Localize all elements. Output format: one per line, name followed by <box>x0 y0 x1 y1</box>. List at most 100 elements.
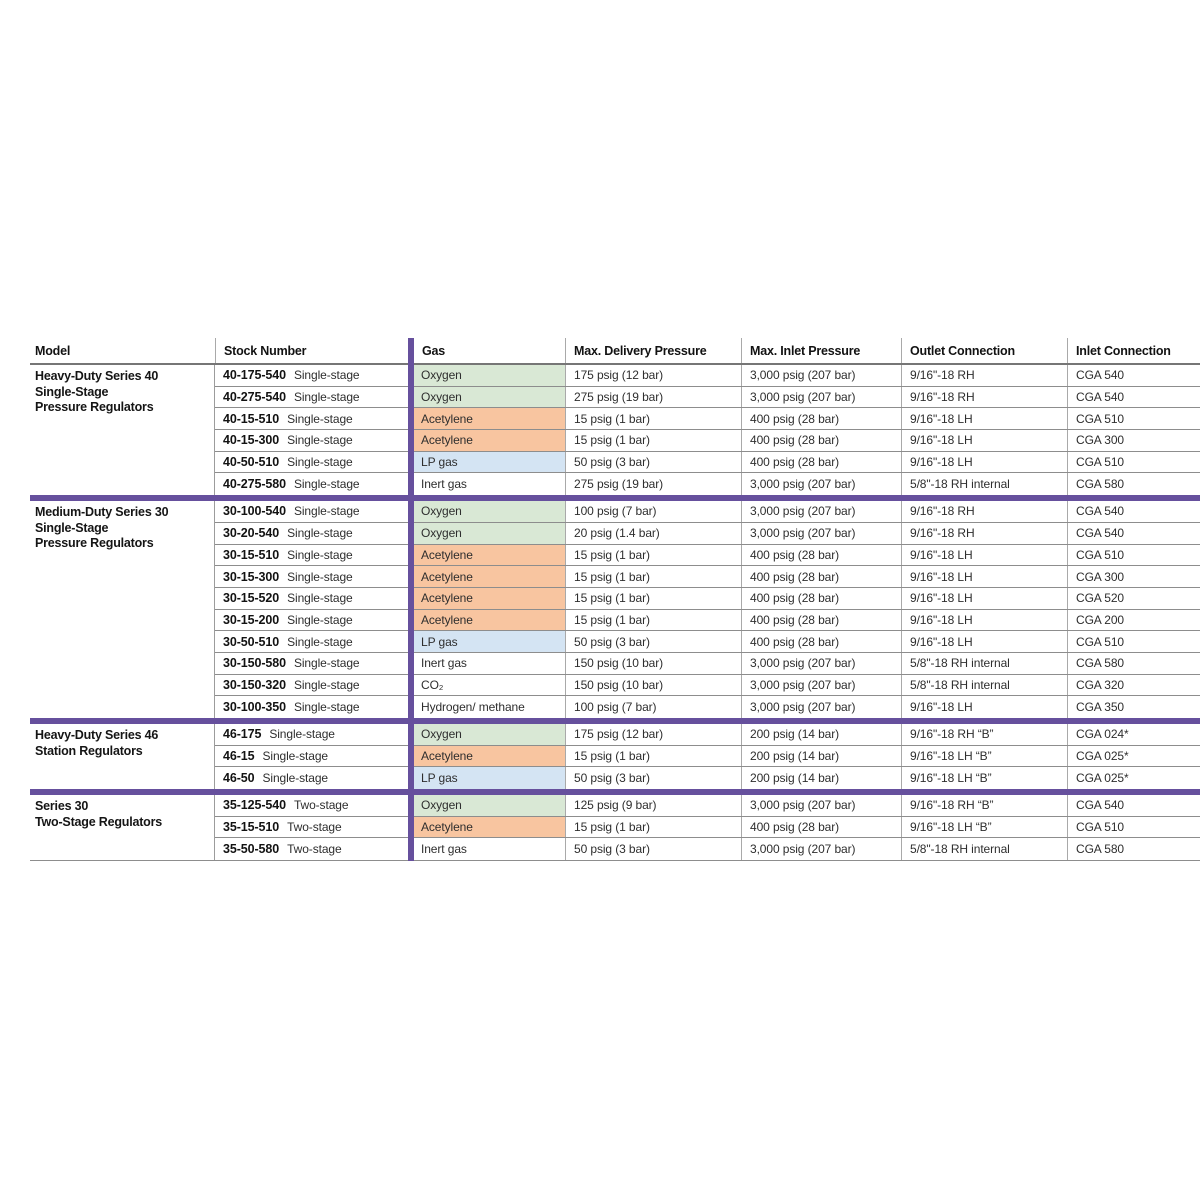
outlet-connection-cell: 9/16"-18 LH “B” <box>901 767 1067 790</box>
inlet-connection-cell: CGA 580 <box>1067 473 1200 496</box>
model-label-line: Series 30 <box>35 799 89 814</box>
regulator-spec-table: Model Stock Number Gas Max. Delivery Pre… <box>30 338 1200 862</box>
table-row: 30-150-320 Single-stage CO₂ 150 psig (10… <box>215 674 1200 697</box>
inlet-connection-cell: CGA 024* <box>1067 724 1200 745</box>
outlet-connection-cell: 9/16"-18 LH <box>901 631 1067 652</box>
outlet-connection-cell: 9/16"-18 LH <box>901 609 1067 631</box>
max-delivery-pressure-cell: 15 psig (1 bar) <box>565 408 741 430</box>
model-label-line: Single-Stage <box>35 520 109 535</box>
max-inlet-pressure-cell: 3,000 psig (207 bar) <box>741 696 901 718</box>
outlet-connection-cell: 9/16"-18 RH <box>901 365 1067 386</box>
gas-cell: LP gas <box>408 451 565 473</box>
stock-number-cell: 30-150-320 Single-stage <box>215 675 408 696</box>
header-outlet-connection: Outlet Connection <box>901 338 1067 363</box>
max-inlet-pressure-cell: 200 psig (14 bar) <box>741 745 901 767</box>
table-row: 35-125-540 Two-stage Oxygen 125 psig (9 … <box>215 795 1200 817</box>
group-rows: 40-175-540 Single-stage Oxygen 175 psig … <box>215 365 1200 496</box>
stock-number-cell: 30-15-300 Single-stage <box>215 566 408 587</box>
inlet-connection-cell: CGA 540 <box>1067 365 1200 386</box>
stock-number: 30-150-320 <box>223 677 286 692</box>
max-inlet-pressure-cell: 3,000 psig (207 bar) <box>741 674 901 696</box>
gas-cell: LP gas <box>408 631 565 652</box>
outlet-connection-cell: 9/16"-18 RH “B” <box>901 795 1067 816</box>
stock-number: 46-50 <box>223 771 255 786</box>
outlet-connection-cell: 5/8"-18 RH internal <box>901 838 1067 861</box>
stock-number: 40-175-540 <box>223 368 286 383</box>
max-inlet-pressure-cell: 3,000 psig (207 bar) <box>741 386 901 408</box>
max-delivery-pressure-cell: 175 psig (12 bar) <box>565 365 741 386</box>
header-gas: Gas <box>422 343 446 358</box>
inlet-connection-cell: CGA 520 <box>1067 587 1200 609</box>
stock-number-cell: 30-150-580 Single-stage <box>215 653 408 674</box>
stage-label: Single-stage <box>287 612 353 627</box>
max-inlet-pressure-cell: 3,000 psig (207 bar) <box>741 473 901 496</box>
gas-cell: Acetylene <box>408 430 565 451</box>
table-row: 46-175 Single-stage Oxygen 175 psig (12 … <box>215 724 1200 746</box>
inlet-connection-cell: CGA 025* <box>1067 745 1200 767</box>
outlet-connection-cell: 9/16"-18 RH <box>901 386 1067 408</box>
model-cell: Series 30 Two-Stage Regulators <box>30 795 215 861</box>
stock-number: 30-15-200 <box>223 612 280 627</box>
stock-number-cell: 30-20-540 Single-stage <box>215 523 408 544</box>
stock-number: 40-15-300 <box>223 433 280 448</box>
inlet-connection-cell: CGA 350 <box>1067 696 1200 718</box>
gas-cell: Inert gas <box>421 656 467 671</box>
max-delivery-pressure-cell: 50 psig (3 bar) <box>565 838 741 861</box>
stage-label: Single-stage <box>287 591 353 606</box>
gas-cell: Oxygen <box>408 501 565 522</box>
table-row: 40-175-540 Single-stage Oxygen 175 psig … <box>215 365 1200 387</box>
table-row: 30-15-510 Single-stage Acetylene 15 psig… <box>215 544 1200 567</box>
stock-number-cell: 40-275-540 Single-stage <box>215 387 408 408</box>
stage-label: Single-stage <box>287 455 353 470</box>
gas-column-accent-bar <box>408 338 414 862</box>
inlet-connection-cell: CGA 200 <box>1067 609 1200 631</box>
gas-cell: LP gas <box>408 767 565 790</box>
stage-label: Single-stage <box>287 411 353 426</box>
stock-number-cell: 30-50-510 Single-stage <box>215 631 408 652</box>
stock-number: 35-50-580 <box>223 842 280 857</box>
stock-number: 40-275-540 <box>223 390 286 405</box>
inlet-connection-cell: CGA 580 <box>1067 838 1200 861</box>
max-delivery-pressure-cell: 150 psig (10 bar) <box>565 674 741 696</box>
max-delivery-pressure-cell: 15 psig (1 bar) <box>565 430 741 451</box>
outlet-connection-cell: 9/16"-18 LH <box>901 587 1067 609</box>
stock-number: 30-15-510 <box>223 547 280 562</box>
table-row: 40-15-300 Single-stage Acetylene 15 psig… <box>215 430 1200 452</box>
outlet-connection-cell: 5/8"-18 RH internal <box>901 674 1067 696</box>
stock-number: 46-175 <box>223 727 262 742</box>
max-inlet-pressure-cell: 200 psig (14 bar) <box>741 724 901 745</box>
outlet-connection-cell: 9/16"-18 LH “B” <box>901 816 1067 838</box>
stock-number: 40-275-580 <box>223 477 286 492</box>
stage-label: Single-stage <box>287 526 353 541</box>
stage-label: Two-stage <box>287 842 342 857</box>
table-row: 40-275-540 Single-stage Oxygen 275 psig … <box>215 386 1200 409</box>
outlet-connection-cell: 9/16"-18 LH <box>901 696 1067 718</box>
stage-label: Two-stage <box>293 798 349 813</box>
stage-label: Single-stage <box>293 700 360 715</box>
stock-number-cell: 30-15-520 Single-stage <box>215 588 408 609</box>
stock-number: 35-15-510 <box>223 820 280 835</box>
table-row: 30-15-300 Single-stage Acetylene 15 psig… <box>215 566 1200 588</box>
model-label-line: Heavy-Duty Series 46 <box>35 728 159 742</box>
max-inlet-pressure-cell: 3,000 psig (207 bar) <box>741 501 901 522</box>
stock-number: 30-15-300 <box>223 569 280 584</box>
model-label-line: Pressure Regulators <box>35 536 154 551</box>
stage-label: Single-stage <box>293 390 360 405</box>
table-row: 30-100-350 Single-stage Hydrogen/ methan… <box>215 696 1200 718</box>
gas-cell: Acetylene <box>408 544 565 566</box>
stock-number-cell: 35-50-580 Two-stage <box>215 838 408 860</box>
stock-number-cell: 30-100-350 Single-stage <box>215 696 408 718</box>
stage-label: Single-stage <box>293 368 360 383</box>
gas-cell: Acetylene <box>408 566 565 587</box>
table-row: 46-15 Single-stage Acetylene 15 psig (1 … <box>215 745 1200 768</box>
table-row: 30-20-540 Single-stage Oxygen 20 psig (1… <box>215 522 1200 545</box>
model-label-line: Two-Stage Regulators <box>35 814 163 829</box>
outlet-connection-cell: 9/16"-18 LH <box>901 544 1067 566</box>
model-group: Heavy-Duty Series 46 Station Regulators 4… <box>30 724 1200 790</box>
inlet-connection-cell: CGA 510 <box>1067 451 1200 473</box>
outlet-connection-cell: 9/16"-18 LH <box>901 566 1067 587</box>
max-delivery-pressure-cell: 50 psig (3 bar) <box>565 451 741 473</box>
gas-cell: Acetylene <box>408 587 565 609</box>
stock-number: 46-15 <box>223 749 255 764</box>
max-delivery-pressure-cell: 50 psig (3 bar) <box>565 631 741 652</box>
